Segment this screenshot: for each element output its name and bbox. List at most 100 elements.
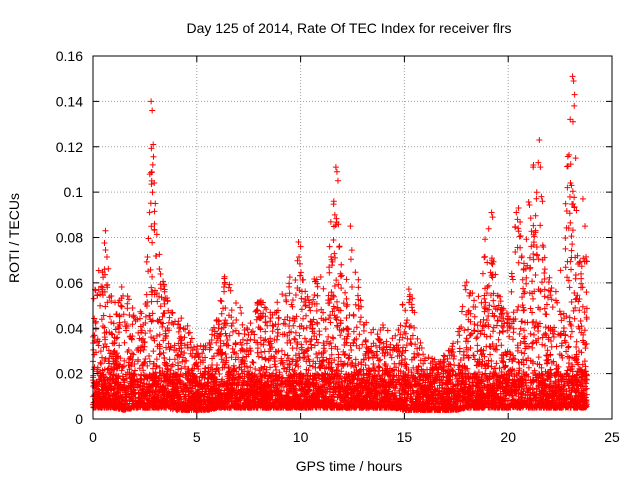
data-point	[214, 335, 221, 342]
data-point	[334, 304, 341, 311]
data-point	[247, 348, 254, 355]
data-point	[223, 332, 230, 339]
data-point	[460, 405, 467, 412]
data-point	[330, 236, 337, 243]
data-point	[217, 342, 224, 349]
data-point	[545, 336, 552, 343]
data-point	[115, 353, 122, 360]
data-point	[101, 324, 108, 331]
data-point	[465, 370, 472, 377]
data-point	[408, 356, 415, 363]
data-point	[347, 256, 354, 263]
data-point	[222, 351, 229, 358]
data-point	[284, 352, 291, 359]
data-point	[314, 292, 321, 299]
data-point	[289, 315, 296, 322]
data-point	[516, 365, 523, 372]
data-point	[473, 335, 480, 342]
data-point	[392, 332, 399, 339]
data-point	[178, 348, 185, 355]
data-point	[567, 193, 574, 200]
data-point	[488, 363, 495, 370]
data-point	[333, 215, 340, 222]
data-point	[274, 299, 281, 306]
data-point	[300, 315, 307, 322]
data-point	[481, 253, 488, 260]
data-point	[235, 330, 242, 337]
data-point	[286, 361, 293, 368]
data-point	[498, 322, 505, 329]
data-point	[116, 321, 123, 328]
data-point	[286, 323, 293, 330]
data-point	[573, 207, 580, 214]
data-point	[279, 331, 286, 338]
data-point	[97, 359, 104, 366]
data-point	[184, 345, 191, 352]
data-point	[180, 325, 187, 332]
data-point	[489, 261, 496, 268]
data-point	[527, 330, 534, 337]
data-point	[458, 323, 465, 330]
data-point	[549, 304, 556, 311]
data-point	[475, 328, 482, 335]
data-point	[376, 364, 383, 371]
data-point	[465, 326, 472, 333]
data-point	[580, 255, 587, 262]
data-point	[415, 370, 422, 377]
data-point	[332, 254, 339, 261]
data-point	[508, 273, 515, 280]
data-point	[97, 348, 104, 355]
data-point	[187, 339, 194, 346]
data-point	[532, 212, 539, 219]
data-point	[533, 189, 540, 196]
data-point	[558, 340, 565, 347]
data-point	[338, 285, 345, 292]
data-point	[565, 225, 572, 232]
data-point	[445, 347, 452, 354]
data-point	[286, 366, 293, 373]
data-point	[498, 311, 505, 318]
data-point	[148, 288, 155, 295]
data-point	[573, 344, 580, 351]
data-point	[181, 350, 188, 357]
data-point	[327, 312, 334, 319]
data-point	[520, 368, 527, 375]
data-point	[99, 292, 106, 299]
data-point	[267, 340, 274, 347]
data-point	[518, 318, 525, 325]
data-point	[581, 309, 588, 316]
data-point	[564, 274, 571, 281]
data-point	[97, 291, 104, 298]
data-point	[431, 356, 438, 363]
data-point	[144, 254, 151, 261]
data-point	[245, 331, 252, 338]
data-point	[490, 297, 497, 304]
data-point	[573, 338, 580, 345]
data-point	[135, 329, 142, 336]
data-point	[342, 289, 349, 296]
data-point	[102, 303, 109, 310]
data-point	[543, 301, 550, 308]
data-point	[449, 343, 456, 350]
data-point	[130, 312, 137, 319]
data-point	[568, 328, 575, 335]
data-point	[302, 312, 309, 319]
data-point	[541, 293, 548, 300]
data-point	[530, 295, 537, 302]
data-point	[452, 385, 459, 392]
data-point	[553, 366, 560, 373]
data-point	[150, 153, 157, 160]
data-point	[337, 332, 344, 339]
data-point	[402, 356, 409, 363]
data-point	[570, 307, 577, 314]
data-point	[355, 276, 362, 283]
data-point	[308, 318, 315, 325]
data-point	[409, 332, 416, 339]
data-point	[239, 321, 246, 328]
data-point	[128, 335, 135, 342]
data-point	[262, 356, 269, 363]
data-point	[92, 287, 99, 294]
data-point	[537, 222, 544, 229]
data-point	[138, 310, 145, 317]
data-point	[376, 344, 383, 351]
